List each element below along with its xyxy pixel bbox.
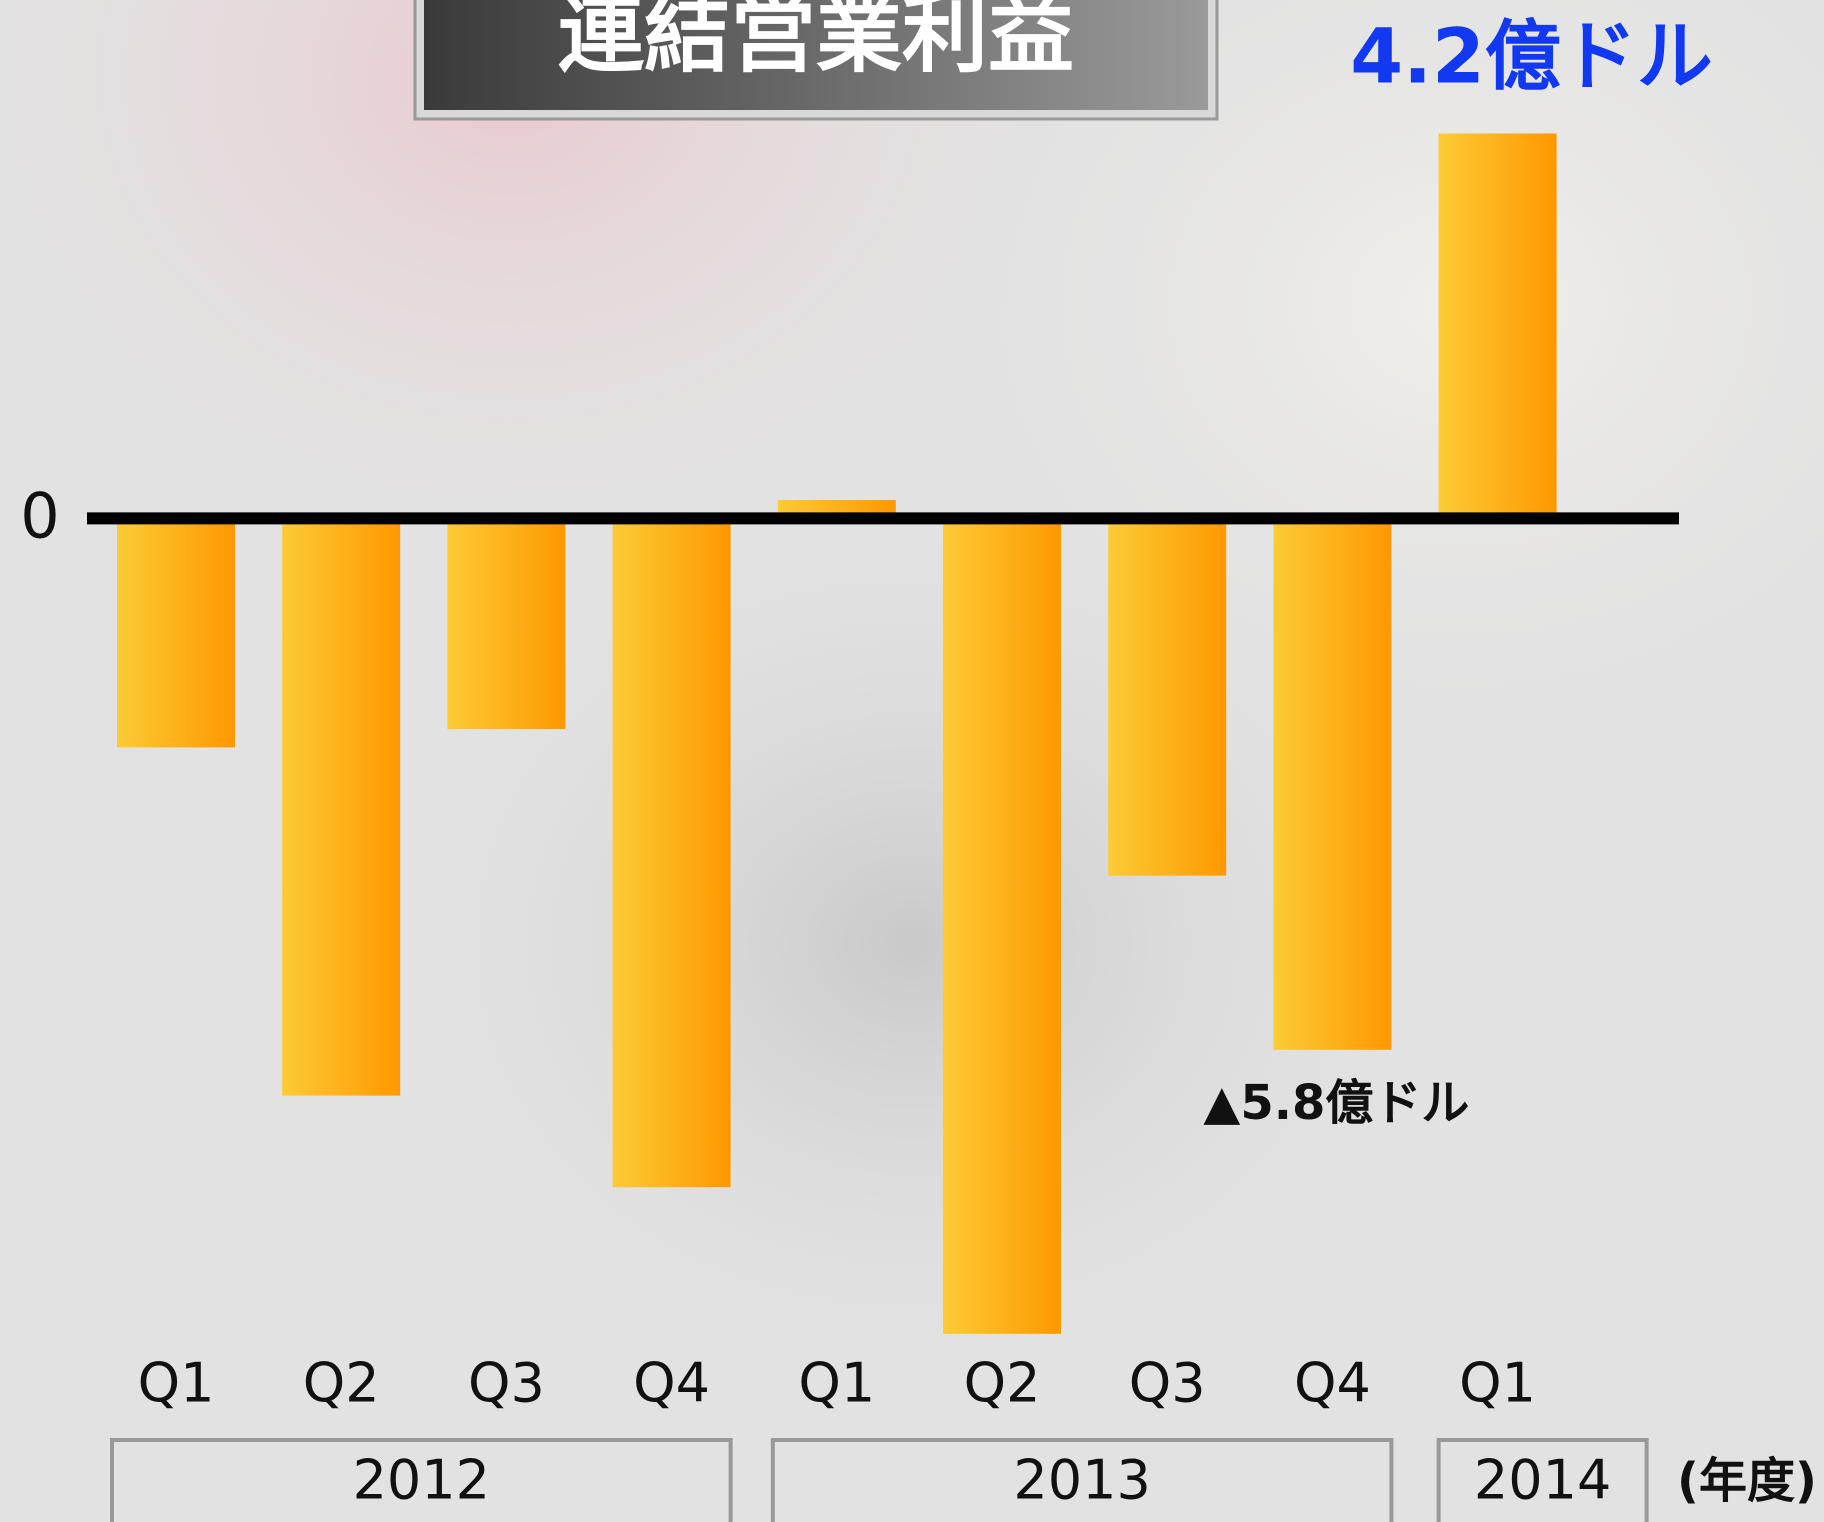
x-tick-label: Q4 [1294,1352,1371,1415]
year-box [110,1438,733,1522]
title-box [424,0,1208,110]
x-tick-label: Q1 [138,1352,215,1415]
year-box [1436,1438,1649,1522]
bar [1273,518,1392,1050]
x-tick-label: Q2 [303,1352,380,1415]
y-tick-label: 0 [20,479,59,552]
year-label: 2013 [1013,1449,1150,1512]
x-tick-label: Q4 [633,1352,710,1415]
bar [1438,133,1557,519]
x-tick-label: Q3 [1129,1352,1206,1415]
x-tick-label: Q3 [468,1352,545,1415]
bar [117,518,235,748]
year-label: 2014 [1474,1449,1611,1512]
value-label: 4.2億ドル [1350,11,1713,100]
x-tick-label: Q1 [798,1352,875,1415]
group-unit: (年度) [1677,1453,1817,1509]
year-label: 2012 [353,1449,490,1512]
bar [282,518,401,1096]
bar [447,518,566,730]
bar [612,518,731,1188]
bar [1108,518,1227,876]
x-tick-label: Q2 [964,1352,1041,1415]
year-box [770,1438,1394,1522]
bar [943,518,1061,1334]
value-label: ▲5.8億ドル [1203,1075,1469,1131]
x-tick-label: Q1 [1459,1352,1536,1415]
chart-title: 連結営業利益 [558,0,1074,84]
